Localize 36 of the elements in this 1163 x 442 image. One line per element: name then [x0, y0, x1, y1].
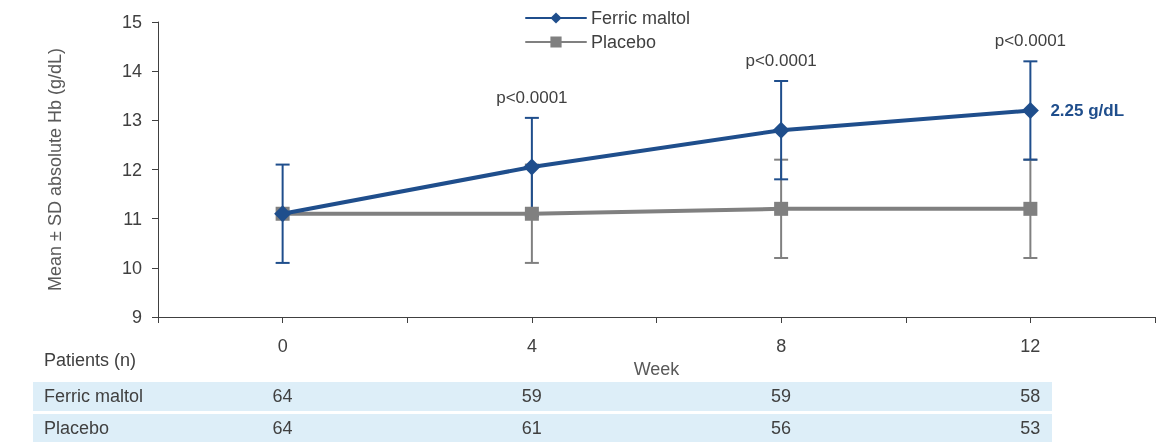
- point: [772, 121, 790, 139]
- y-tick-label: 9: [131, 307, 142, 327]
- y-tick-label: 11: [123, 208, 142, 229]
- text: 56: [771, 418, 792, 438]
- text: 59: [771, 386, 792, 406]
- y-tick-label: 10: [121, 257, 142, 278]
- y-tick-label: 12: [121, 159, 142, 180]
- y-axis-title: Mean ± SD absolute Hb (g/dL): [45, 48, 65, 291]
- text: 58: [1020, 386, 1041, 406]
- y-tick-label: 14: [121, 61, 142, 82]
- text: 53: [1020, 418, 1041, 438]
- point: [524, 206, 539, 221]
- legend-label: Placebo: [591, 32, 657, 52]
- annotation: p<0.0001: [496, 87, 568, 107]
- x-tick-label: 4: [526, 336, 537, 356]
- text: 64: [272, 418, 293, 438]
- point: [1021, 102, 1039, 119]
- text: Placebo: [44, 418, 110, 438]
- point: [1023, 201, 1038, 216]
- annotation: p<0.0001: [994, 31, 1067, 51]
- x-tick-label: 8: [776, 336, 787, 356]
- annotation: 2.25 g/dL: [1050, 101, 1125, 120]
- y-tick-label: 13: [121, 110, 142, 131]
- text: Ferric maltol: [44, 386, 144, 406]
- point: [774, 201, 789, 216]
- x-tick-label: 0: [277, 336, 288, 356]
- annotation: p<0.0001: [745, 51, 817, 70]
- text: 59: [521, 386, 542, 406]
- text: 64: [272, 386, 293, 406]
- text: Patients (n): [44, 350, 137, 370]
- x-tick-label: 12: [1020, 336, 1041, 356]
- legend-label: Ferric maltol: [591, 8, 691, 28]
- point: [523, 158, 541, 176]
- y-tick-label: 15: [121, 12, 142, 32]
- x-axis-title: Week: [633, 358, 681, 379]
- text: 61: [521, 418, 542, 438]
